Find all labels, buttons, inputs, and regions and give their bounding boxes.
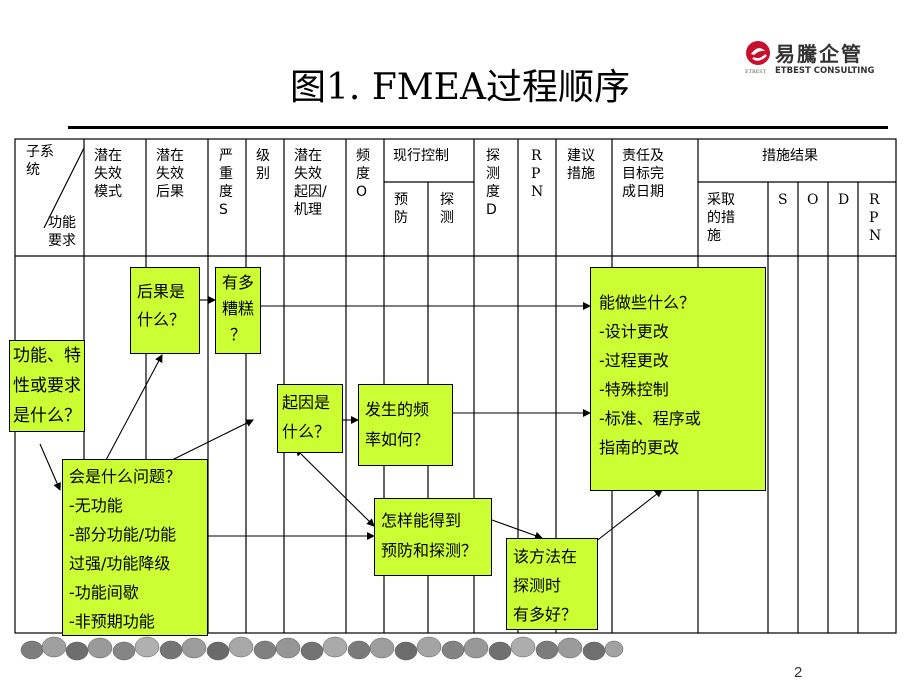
- header-responsibility: 责任及 目标完 成日期: [622, 148, 664, 200]
- arrow-how-good-to-actions: [589, 489, 663, 547]
- flow-arrows: [39, 296, 663, 547]
- pebble-decoration: [20, 636, 624, 661]
- header-failure-effect: 潜在 失效 后果: [156, 148, 184, 200]
- header-prevention: 预 防: [394, 192, 408, 226]
- title-rule: [68, 126, 888, 129]
- header-subsystem: 子系 统: [26, 144, 54, 178]
- header-o: O: [807, 192, 819, 208]
- box-prevent-detect: 怎样能得到 预防和探测？: [374, 498, 492, 576]
- logo-brand-en: ETBEST CONSULTING: [775, 66, 875, 76]
- box-how-good: 该方法在 探测时 有多好？: [506, 538, 598, 630]
- logo-brand-cn: 易騰企管: [775, 42, 863, 66]
- box-what-can-be-done: 能做些什么？ -设计更改 -过程更改 -特殊控制 -标准、程序或 指南的更改: [590, 267, 766, 491]
- box-effect: 后果是 什么？: [130, 267, 200, 354]
- logo-brand-small: ETBEST: [745, 69, 767, 75]
- header-cause: 潜在 失效 起因/ 机理: [294, 148, 327, 218]
- header-function-requirement: 功能 要求: [48, 215, 76, 249]
- page-number: 2: [794, 664, 803, 681]
- header-rpn: R P N: [531, 148, 544, 200]
- arrow-prevent-to-how-good: [491, 519, 543, 540]
- header-severity: 严 重 度 S: [219, 148, 233, 218]
- company-logo: 易騰企管 ETBEST ETBEST CONSULTING: [745, 38, 895, 82]
- header-class: 级 别: [256, 148, 270, 182]
- header-detection: 探 测 度 D: [486, 148, 500, 218]
- arrow-problem-to-cause: [171, 419, 254, 461]
- arrow-function-to-problem: [39, 443, 61, 491]
- arrow-problem-to-effect: [105, 354, 163, 461]
- page-title: 图1. FMEA过程顺序: [290, 67, 630, 108]
- header-actions-taken: 采取 的措 施: [707, 192, 735, 244]
- box-cause: 起因是 什么？: [277, 384, 343, 453]
- header-recommended-actions: 建议 措施: [567, 148, 595, 182]
- box-how-bad: 有多 糟糕 ？: [215, 267, 261, 354]
- header-detection-control: 探 测: [440, 192, 454, 226]
- header-rpn-result: R P N: [869, 192, 882, 244]
- header-action-results: 措施结果: [762, 148, 818, 164]
- box-function: 功能、特 性或要求 是什么？: [9, 340, 85, 432]
- header-d: D: [838, 192, 850, 208]
- header-occurrence: 频 度 O: [356, 148, 370, 200]
- box-what-wrong: 会是什么问题？ -无功能 -部分功能/功能 过强/功能降级 -功能间歇 -非预期…: [62, 459, 208, 636]
- logo-mark-icon: [746, 41, 770, 65]
- header-failure-mode: 潜在 失效 模式: [94, 148, 122, 200]
- header-current-controls: 现行控制: [393, 148, 449, 164]
- arrow-cause-prevent-bidirectional: [295, 448, 375, 527]
- box-frequency: 发生的频 率如何？: [358, 384, 453, 466]
- header-s: S: [778, 192, 788, 208]
